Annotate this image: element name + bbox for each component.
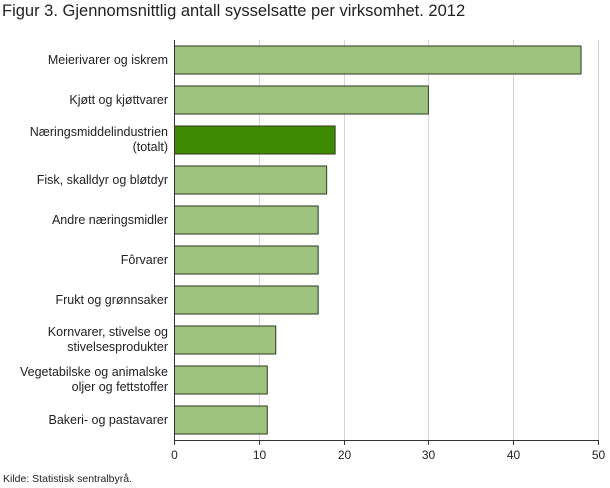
category-label: Andre næringsmidler bbox=[51, 212, 168, 227]
bar-9 bbox=[174, 405, 268, 435]
category-label: Vegetabilske og animalske oljer og fetts… bbox=[19, 365, 168, 394]
bar-1 bbox=[174, 85, 429, 115]
bar-6 bbox=[174, 285, 319, 315]
x-tick-label: 10 bbox=[253, 448, 267, 462]
chart-title: Figur 3. Gjennomsnittlig antall sysselsa… bbox=[2, 2, 466, 20]
bar-2 bbox=[174, 125, 336, 155]
bar-0 bbox=[174, 45, 582, 75]
bar-5 bbox=[174, 245, 319, 275]
source-note: Kilde: Statistisk sentralbyrå. bbox=[3, 473, 132, 485]
x-tick-label: 30 bbox=[422, 448, 436, 462]
category-label: Kjøtt og kjøttvarer bbox=[69, 92, 168, 107]
x-tick-label: 0 bbox=[171, 448, 178, 462]
x-tick-label: 20 bbox=[338, 448, 352, 462]
bar-8 bbox=[174, 365, 268, 395]
x-axis: 0 10 20 30 40 50 bbox=[171, 40, 605, 462]
bar-7 bbox=[174, 325, 277, 355]
category-label: Næringsmiddelindustrien (totalt) bbox=[29, 125, 168, 154]
category-label: Frukt og grønnsaker bbox=[55, 292, 168, 307]
category-label: Fôrvarer bbox=[120, 252, 168, 267]
bars bbox=[174, 45, 582, 435]
category-label: Fisk, skalldyr og bløtdyr bbox=[36, 172, 168, 187]
bar-3 bbox=[174, 165, 328, 195]
category-label: Bakeri- og pastavarer bbox=[48, 412, 168, 427]
x-tick-label: 40 bbox=[507, 448, 521, 462]
bar-4 bbox=[174, 205, 319, 235]
category-label: Kornvarer, stivelse og stivelsesprodukte… bbox=[47, 325, 168, 354]
category-label: Meierivarer og iskrem bbox=[47, 52, 168, 67]
x-tick-label: 50 bbox=[592, 448, 606, 462]
